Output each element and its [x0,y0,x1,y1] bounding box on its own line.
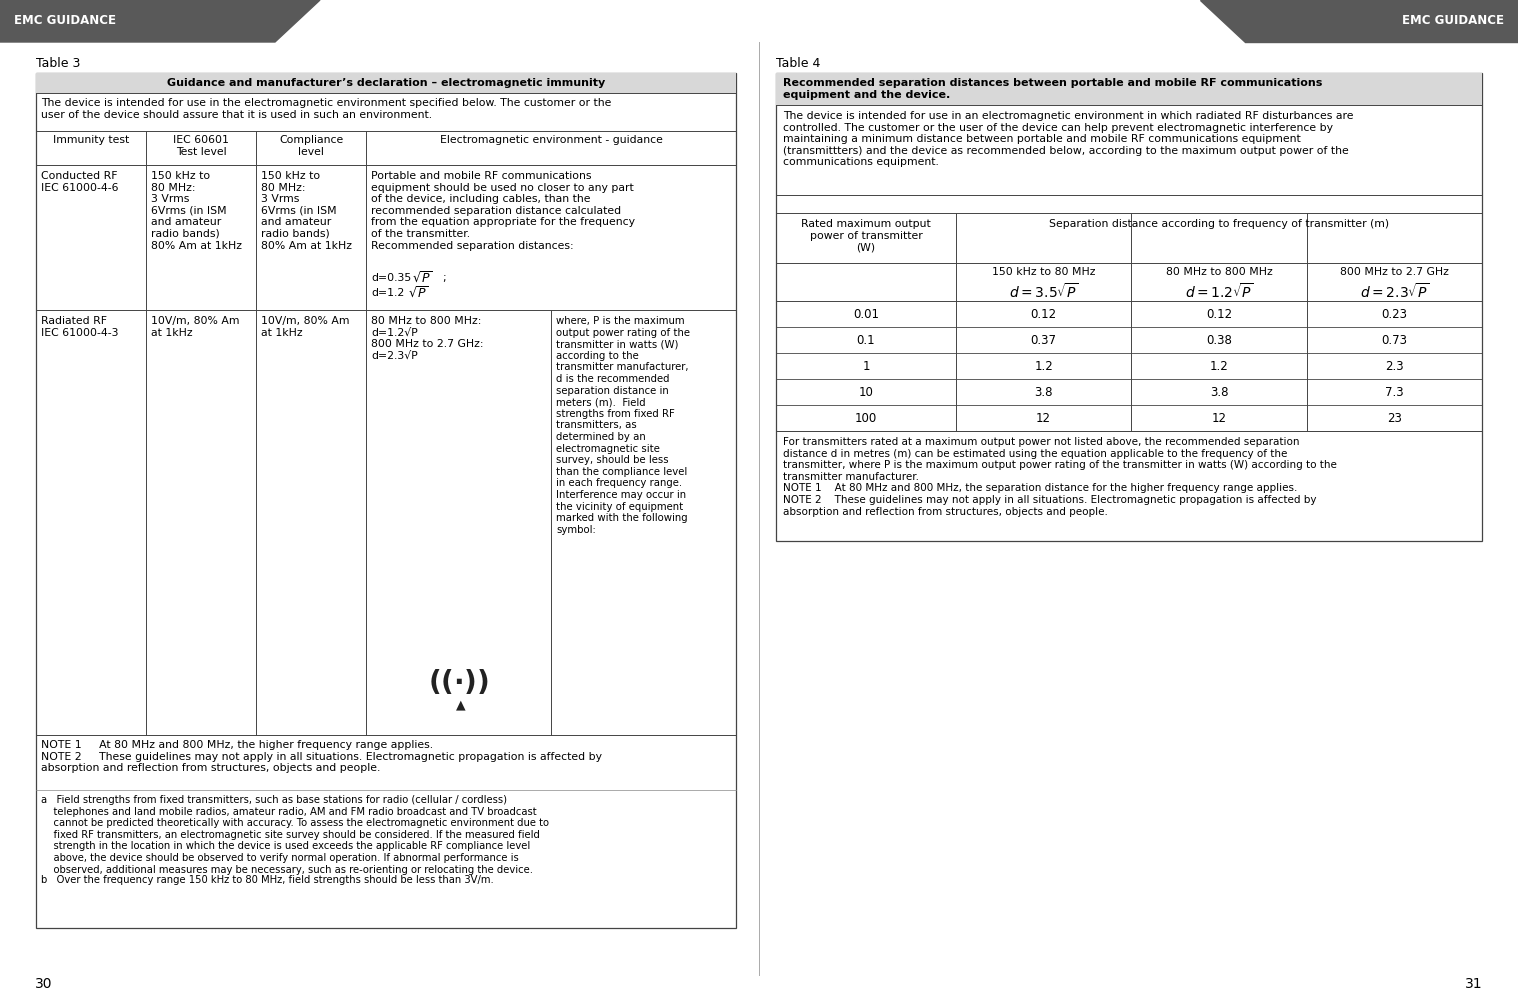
Text: d=0.35: d=0.35 [370,273,411,283]
Text: 0.38: 0.38 [1207,333,1233,346]
Text: EMC GUIDANCE: EMC GUIDANCE [14,14,115,27]
Text: 3.8: 3.8 [1210,385,1228,398]
Text: d=1.2: d=1.2 [370,288,404,298]
Text: 7.3: 7.3 [1384,385,1404,398]
Text: $\sqrt{P}$: $\sqrt{P}$ [411,271,433,286]
Text: ▲: ▲ [455,699,466,712]
Text: Electromagnetic environment - guidance: Electromagnetic environment - guidance [440,135,662,145]
Text: 150 kHz to
80 MHz:
3 Vrms
6Vrms (in ISM
and amateur
radio bands)
80% Am at 1kHz: 150 kHz to 80 MHz: 3 Vrms 6Vrms (in ISM … [261,171,352,250]
Text: 800 MHz to 2.7 GHz: 800 MHz to 2.7 GHz [1340,267,1448,277]
Text: 0.73: 0.73 [1381,333,1407,346]
Polygon shape [1201,0,1518,42]
Text: 10V/m, 80% Am
at 1kHz: 10V/m, 80% Am at 1kHz [150,316,240,337]
Polygon shape [0,0,320,42]
Text: 1: 1 [862,359,870,372]
Text: $\mathbf{((\bullet))}$: $\mathbf{((\bullet))}$ [428,669,489,698]
Text: a   Field strengths from fixed transmitters, such as base stations for radio (ce: a Field strengths from fixed transmitter… [41,795,550,875]
Text: 150 kHz to 80 MHz: 150 kHz to 80 MHz [991,267,1096,277]
Text: Table 4: Table 4 [776,57,820,70]
Text: 10V/m, 80% Am
at 1kHz: 10V/m, 80% Am at 1kHz [261,316,349,337]
Text: IEC 60601
Test level: IEC 60601 Test level [173,135,229,156]
Text: 12: 12 [1037,411,1050,424]
Text: Immunity test: Immunity test [53,135,129,145]
Bar [36,73,736,928]
Text: 1.2: 1.2 [1034,359,1053,372]
Text: 80 MHz to 800 MHz:
d=1.2√P
800 MHz to 2.7 GHz:
d=2.3√P: 80 MHz to 800 MHz: d=1.2√P 800 MHz to 2.… [370,316,484,360]
Text: 10: 10 [859,385,873,398]
Text: Recommended separation distances between portable and mobile RF communications
e: Recommended separation distances between… [783,78,1322,100]
Text: 12: 12 [1211,411,1227,424]
Text: Radiated RF
IEC 61000-4-3: Radiated RF IEC 61000-4-3 [41,316,118,337]
Text: b   Over the frequency range 150 kHz to 80 MHz, field strengths should be less t: b Over the frequency range 150 kHz to 80… [41,875,493,885]
Text: NOTE 1     At 80 MHz and 800 MHz, the higher frequency range applies.
NOTE 2    : NOTE 1 At 80 MHz and 800 MHz, the higher… [41,740,603,773]
Bar [776,73,1482,105]
Text: For transmitters rated at a maximum output power not listed above, the recommend: For transmitters rated at a maximum outp… [783,437,1337,517]
Text: Rated maximum output
power of transmitter
(W): Rated maximum output power of transmitte… [802,219,931,252]
Text: Compliance
level: Compliance level [279,135,343,156]
Text: 0.01: 0.01 [853,307,879,320]
Text: 0.12: 0.12 [1205,307,1233,320]
Text: $d = 3.5\sqrt{P}$: $d = 3.5\sqrt{P}$ [1009,282,1078,301]
Text: EMC GUIDANCE: EMC GUIDANCE [1403,14,1504,27]
Text: 1.2: 1.2 [1210,359,1228,372]
Text: Separation distance according to frequency of transmitter (m): Separation distance according to frequen… [1049,219,1389,229]
Text: 150 kHz to
80 MHz:
3 Vrms
6Vrms (in ISM
and amateur
radio bands)
80% Am at 1kHz: 150 kHz to 80 MHz: 3 Vrms 6Vrms (in ISM … [150,171,241,250]
Text: 0.23: 0.23 [1381,307,1407,320]
Text: 23: 23 [1387,411,1401,424]
Text: 31: 31 [1465,977,1483,991]
Text: ;: ; [436,273,446,283]
Text: The device is intended for use in the electromagnetic environment specified belo: The device is intended for use in the el… [41,98,612,119]
Text: Guidance and manufacturer’s declaration – electromagnetic immunity: Guidance and manufacturer’s declaration … [167,78,606,88]
Text: Table 3: Table 3 [36,57,80,70]
Text: where, P is the maximum
output power rating of the
transmitter in watts (W)
acco: where, P is the maximum output power rat… [556,316,691,535]
Text: 100: 100 [855,411,877,424]
Text: 30: 30 [35,977,53,991]
Text: The device is intended for use in an electromagnetic environment in which radiat: The device is intended for use in an ele… [783,111,1354,167]
Text: Conducted RF
IEC 61000-4-6: Conducted RF IEC 61000-4-6 [41,171,118,192]
Text: 80 MHz to 800 MHz: 80 MHz to 800 MHz [1166,267,1272,277]
Text: $d = 1.2\sqrt{P}$: $d = 1.2\sqrt{P}$ [1184,282,1254,301]
Bar [36,73,736,93]
Text: $d = 2.3\sqrt{P}$: $d = 2.3\sqrt{P}$ [1360,282,1428,301]
Text: $\sqrt{P}$: $\sqrt{P}$ [408,286,428,301]
Text: 0.1: 0.1 [856,333,876,346]
Text: 0.12: 0.12 [1031,307,1057,320]
Text: 2.3: 2.3 [1384,359,1404,372]
Text: 3.8: 3.8 [1034,385,1053,398]
Text: Portable and mobile RF communications
equipment should be used no closer to any : Portable and mobile RF communications eq… [370,171,635,250]
Bar [776,73,1482,541]
Text: 0.37: 0.37 [1031,333,1057,346]
